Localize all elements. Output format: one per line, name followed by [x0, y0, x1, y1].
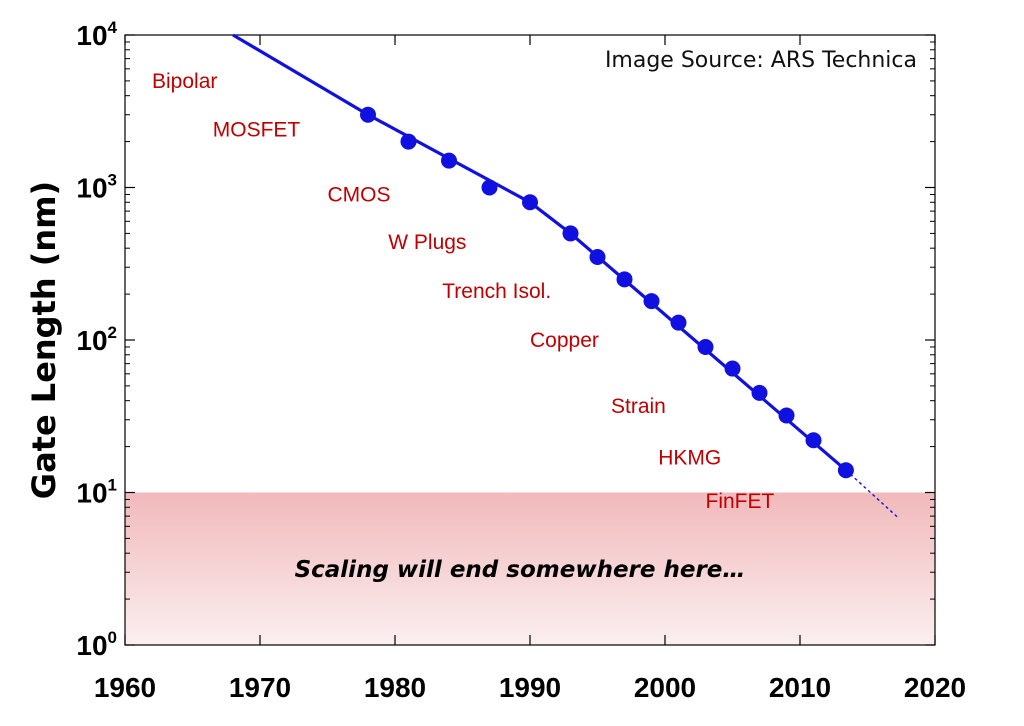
plot-frame [124, 34, 936, 646]
technology-label: Strain [611, 395, 666, 418]
x-tick-label: 2000 [634, 672, 696, 703]
data-point [724, 360, 741, 377]
data-point [805, 432, 822, 449]
data-point [643, 293, 660, 310]
data-point [481, 179, 498, 196]
image-source-note: Image Source: ARS Technica [605, 48, 917, 73]
scaling-end-region [125, 492, 935, 645]
data-point [360, 106, 376, 123]
y-tick-label: 100 [76, 628, 117, 661]
y-tick-label: 102 [76, 323, 117, 356]
series-gate-length [232, 33, 899, 519]
data-point [837, 462, 854, 479]
x-tick-label: 2020 [904, 672, 966, 703]
data-point [616, 271, 633, 288]
technology-label: FinFET [706, 490, 775, 513]
x-tick-label: 1990 [499, 672, 561, 703]
x-tick-label: 1980 [364, 672, 426, 703]
technology-label: Bipolar [152, 70, 217, 93]
technology-label: Trench Isol. [442, 280, 551, 303]
trend-line [232, 33, 847, 472]
y-tick-label: 101 [76, 476, 117, 509]
data-point [751, 384, 768, 401]
technology-label: Copper [530, 329, 599, 352]
data-point [562, 225, 579, 242]
technology-labels: Bipolar MOSFET CMOS W Plugs Trench Isol. Copp… [152, 70, 775, 513]
technology-label: MOSFET [213, 119, 301, 142]
technology-label: CMOS [328, 183, 391, 206]
x-tick-label: 2010 [769, 672, 831, 703]
technology-label: W Plugs [388, 231, 466, 254]
data-point [670, 314, 687, 331]
data-point [522, 194, 538, 211]
data-point [400, 133, 417, 150]
axis-ticks [124, 34, 936, 646]
y-axis-label: Gate Length (nm) [25, 181, 63, 499]
data-point [778, 407, 795, 424]
data-point [589, 249, 606, 266]
y-tick-label: 104 [76, 18, 117, 51]
x-tick-label: 1960 [94, 672, 156, 703]
data-point [441, 152, 457, 169]
scaling-end-label: Scaling will end somewhere here… [295, 557, 746, 583]
x-tick-label: 1970 [229, 672, 291, 703]
data-point [697, 338, 714, 355]
y-tick-label: 103 [76, 171, 117, 204]
technology-label: HKMG [658, 446, 721, 469]
x-axis-tick-labels: 1960 1970 1980 1990 2000 2010 2020 [94, 672, 966, 703]
y-axis-tick-labels: 100 101 102 103 104 [76, 18, 117, 661]
